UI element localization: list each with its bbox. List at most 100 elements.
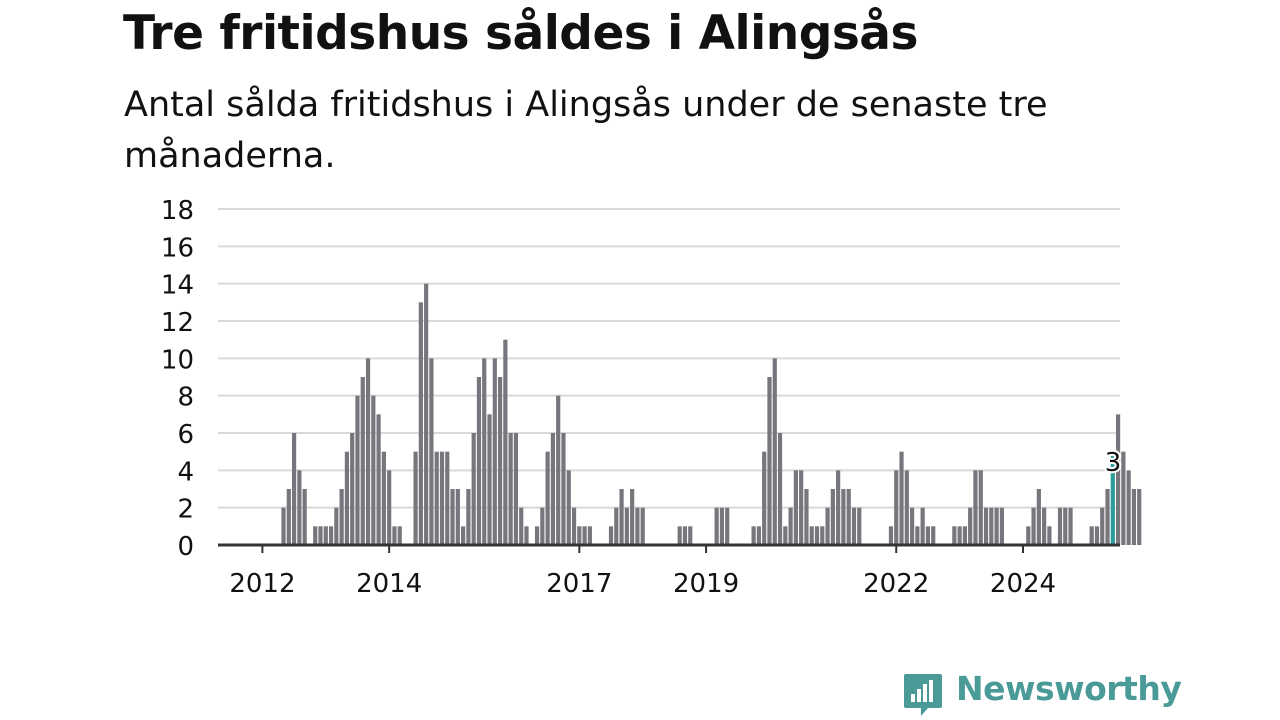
bar <box>968 507 973 545</box>
bar <box>582 526 587 545</box>
bar <box>344 451 350 545</box>
bar <box>772 358 777 545</box>
bar <box>313 526 318 545</box>
bar <box>286 489 291 545</box>
bar <box>994 507 999 545</box>
bar <box>1036 489 1041 545</box>
chart-title: Tre fritidshus såldes i Alingsås <box>123 6 919 61</box>
bar <box>920 507 925 545</box>
bar <box>350 433 355 545</box>
bar <box>804 489 809 545</box>
brand-name: Newsworthy <box>956 669 1182 708</box>
bar <box>550 433 556 545</box>
bar <box>820 526 825 545</box>
bar <box>788 507 793 545</box>
bar <box>387 470 392 545</box>
bar <box>397 526 402 545</box>
bar <box>1031 507 1036 545</box>
bar <box>608 526 614 545</box>
bar <box>767 377 772 545</box>
bar <box>281 507 286 545</box>
bar <box>1105 489 1110 545</box>
bar <box>762 451 767 545</box>
bar <box>328 526 334 545</box>
bar <box>688 526 693 545</box>
x-tick-label: 2022 <box>863 569 929 599</box>
bar <box>429 358 434 545</box>
bar <box>756 526 762 545</box>
bar <box>540 507 545 545</box>
bar <box>534 526 540 545</box>
y-tick-label: 12 <box>161 308 194 338</box>
data-label-latest: 3 <box>1105 448 1122 478</box>
bar <box>1126 470 1131 545</box>
highlight-bar <box>1110 451 1115 545</box>
bar <box>989 507 994 545</box>
bar <box>973 470 978 545</box>
bars <box>281 283 1142 545</box>
bar <box>392 526 397 545</box>
bar <box>587 526 592 545</box>
bar <box>571 507 577 545</box>
bar <box>799 470 804 545</box>
bar <box>931 526 936 545</box>
chart-subtitle: Antal sålda fritidshus i Alingsås under … <box>124 85 1048 176</box>
bar <box>466 489 471 545</box>
bar <box>1026 526 1031 545</box>
bar <box>999 507 1004 545</box>
bar <box>450 489 455 545</box>
bar <box>1094 526 1100 545</box>
y-tick-label: 4 <box>177 457 194 487</box>
bar <box>783 526 788 545</box>
bar <box>455 489 460 545</box>
bar <box>439 451 445 545</box>
bar <box>640 507 645 545</box>
bar <box>513 433 519 545</box>
y-tick-label: 18 <box>161 196 194 226</box>
bar <box>983 507 989 545</box>
bar <box>492 358 497 545</box>
x-tick-label: 2024 <box>990 569 1056 599</box>
y-tick-label: 16 <box>161 233 194 263</box>
bar <box>566 470 571 545</box>
bar <box>1137 489 1142 545</box>
bar <box>376 414 381 545</box>
bar <box>904 470 909 545</box>
bar <box>619 489 624 545</box>
bar <box>519 507 524 545</box>
y-tick-label: 0 <box>177 532 194 562</box>
bar <box>846 489 851 545</box>
bar <box>524 526 529 545</box>
bar <box>1089 526 1094 545</box>
x-tick-label: 2019 <box>673 569 739 599</box>
newsworthy-logo: Newsworthy <box>898 668 1182 720</box>
bar <box>302 489 307 545</box>
y-axis-ticks: 0 2 4 6 8 10 12 14 16 18 <box>161 196 194 562</box>
bar <box>323 526 328 545</box>
bar <box>561 433 566 545</box>
bar <box>857 507 862 545</box>
bar <box>952 526 957 545</box>
bar <box>487 414 492 545</box>
y-tick-label: 8 <box>177 383 194 413</box>
bar <box>925 526 931 545</box>
bar <box>476 377 482 545</box>
bar <box>614 507 619 545</box>
bar <box>888 526 894 545</box>
bar <box>413 451 418 545</box>
bar <box>836 470 841 545</box>
bar <box>297 470 302 545</box>
bar <box>434 451 439 545</box>
y-tick-label: 6 <box>177 420 194 450</box>
bar <box>381 451 386 545</box>
bar <box>682 526 688 545</box>
bar <box>915 526 920 545</box>
bar <box>830 489 835 545</box>
bar <box>624 507 629 545</box>
bar <box>677 526 682 545</box>
bar <box>978 470 983 545</box>
bar <box>1068 507 1073 545</box>
bar <box>339 489 344 545</box>
x-tick-label: 2012 <box>229 569 295 599</box>
